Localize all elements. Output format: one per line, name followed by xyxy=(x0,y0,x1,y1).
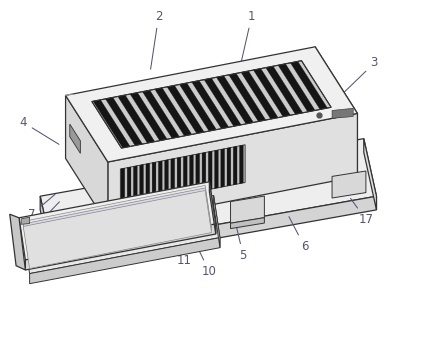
Polygon shape xyxy=(25,224,216,270)
Text: 10: 10 xyxy=(196,244,217,278)
Polygon shape xyxy=(190,155,193,193)
Polygon shape xyxy=(93,100,130,148)
Polygon shape xyxy=(229,73,266,121)
Polygon shape xyxy=(70,124,80,153)
Text: 11: 11 xyxy=(173,238,192,267)
Polygon shape xyxy=(66,95,108,225)
Polygon shape xyxy=(143,90,179,138)
Polygon shape xyxy=(239,145,243,184)
Text: 8: 8 xyxy=(30,202,59,235)
Polygon shape xyxy=(177,157,181,196)
Polygon shape xyxy=(253,69,291,117)
Text: 12: 12 xyxy=(130,228,147,257)
Polygon shape xyxy=(208,151,212,190)
Polygon shape xyxy=(231,196,264,223)
Polygon shape xyxy=(66,47,357,162)
Text: 3: 3 xyxy=(330,57,378,106)
Polygon shape xyxy=(167,85,204,134)
Polygon shape xyxy=(121,168,125,207)
Polygon shape xyxy=(53,196,376,267)
Polygon shape xyxy=(165,160,168,198)
Polygon shape xyxy=(92,61,331,148)
Polygon shape xyxy=(130,93,167,141)
Text: 6: 6 xyxy=(289,217,308,253)
Polygon shape xyxy=(118,95,155,143)
Text: 9: 9 xyxy=(32,211,64,249)
Polygon shape xyxy=(209,182,216,234)
Polygon shape xyxy=(364,139,376,210)
Polygon shape xyxy=(19,182,216,260)
Polygon shape xyxy=(30,238,220,284)
Text: 17: 17 xyxy=(351,198,374,226)
Polygon shape xyxy=(315,47,357,176)
Polygon shape xyxy=(23,185,212,264)
Polygon shape xyxy=(105,98,143,145)
Polygon shape xyxy=(10,214,25,270)
Polygon shape xyxy=(192,81,229,129)
Polygon shape xyxy=(231,218,264,229)
Polygon shape xyxy=(146,163,150,202)
Polygon shape xyxy=(179,83,217,131)
Polygon shape xyxy=(133,166,137,204)
Polygon shape xyxy=(214,150,218,189)
Text: 4: 4 xyxy=(19,116,59,144)
Polygon shape xyxy=(108,113,357,225)
Polygon shape xyxy=(241,71,278,119)
Polygon shape xyxy=(23,195,220,274)
Polygon shape xyxy=(221,149,225,187)
Polygon shape xyxy=(40,139,376,254)
Polygon shape xyxy=(291,62,327,109)
Text: 7: 7 xyxy=(28,194,55,221)
Polygon shape xyxy=(120,145,245,207)
Polygon shape xyxy=(152,162,156,201)
Text: 2: 2 xyxy=(151,10,162,69)
Polygon shape xyxy=(155,88,192,136)
Polygon shape xyxy=(278,64,315,112)
Polygon shape xyxy=(332,108,353,118)
Polygon shape xyxy=(104,220,137,247)
Polygon shape xyxy=(183,156,187,194)
Polygon shape xyxy=(202,152,206,191)
Polygon shape xyxy=(196,154,200,192)
Polygon shape xyxy=(214,195,220,248)
Text: 1: 1 xyxy=(237,10,255,78)
Polygon shape xyxy=(140,165,143,203)
Polygon shape xyxy=(23,190,212,269)
Polygon shape xyxy=(40,196,53,267)
Text: 5: 5 xyxy=(236,222,247,262)
Polygon shape xyxy=(104,241,137,252)
Polygon shape xyxy=(127,167,131,206)
Polygon shape xyxy=(266,66,303,114)
Polygon shape xyxy=(227,148,231,186)
Polygon shape xyxy=(233,146,237,185)
Polygon shape xyxy=(171,158,175,197)
Polygon shape xyxy=(23,188,212,266)
Polygon shape xyxy=(332,171,366,198)
Polygon shape xyxy=(21,217,30,224)
Polygon shape xyxy=(158,161,162,199)
Polygon shape xyxy=(217,76,253,124)
Polygon shape xyxy=(204,78,241,126)
